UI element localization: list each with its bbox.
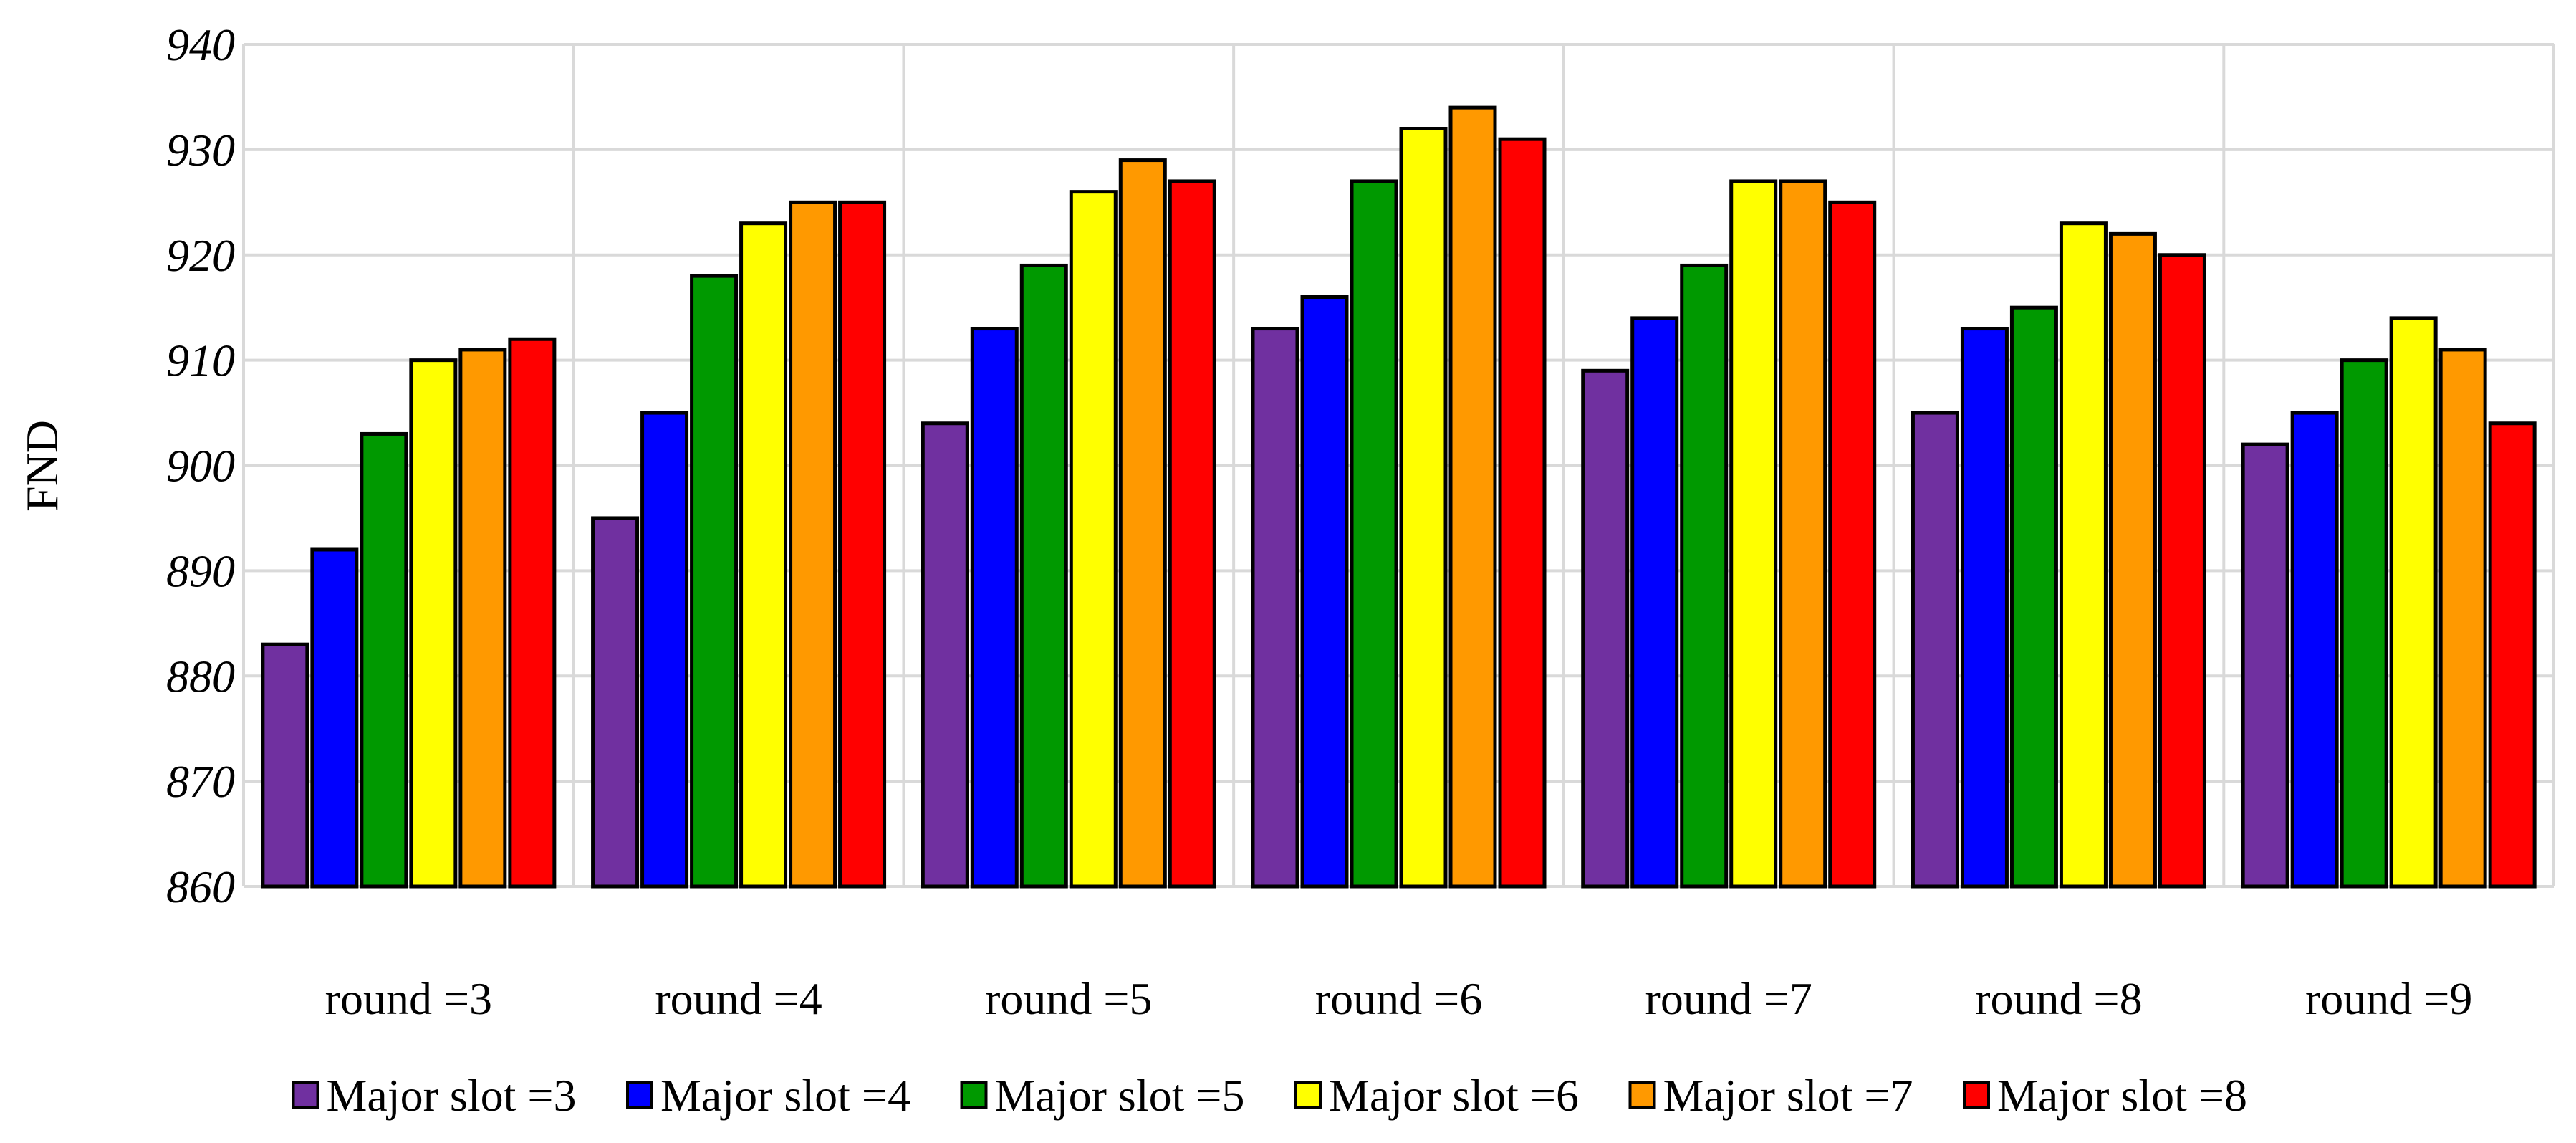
x-category-label: round =9 — [2305, 973, 2472, 1024]
y-tick-label: 930 — [166, 125, 235, 176]
bar-major-slot-3-round-6 — [1251, 327, 1299, 889]
bar-major-slot-8-round-6 — [1498, 137, 1547, 889]
legend: Major slot =3 Major slot =4 Major slot =5 M… — [292, 1070, 2247, 1121]
bar-major-slot-3-round-3 — [261, 642, 309, 889]
bar-major-slot-6-round-9 — [2389, 316, 2438, 889]
bar-major-slot-5-round-7 — [1680, 263, 1729, 889]
bar-major-slot-3-round-8 — [1911, 411, 1959, 889]
bar-major-slot-5-round-6 — [1350, 179, 1398, 889]
grid-layer — [242, 43, 2555, 888]
bar-major-slot-7-round-3 — [458, 348, 507, 889]
y-axis-title: FND — [16, 420, 67, 512]
x-category-label: round =8 — [1975, 973, 2142, 1024]
y-axis-ticks: 860 870 880 890 900 910 920 930 940 — [166, 19, 235, 912]
bar-major-slot-6-round-7 — [1729, 179, 1778, 889]
legend-swatch — [292, 1081, 319, 1109]
y-tick-label: 860 — [166, 861, 235, 912]
legend-swatch — [1294, 1081, 1322, 1109]
bar-major-slot-4-round-8 — [1960, 327, 2009, 889]
bar-major-slot-4-round-6 — [1300, 295, 1349, 889]
y-tick-label: 910 — [166, 335, 235, 386]
legend-label: Major slot =7 — [1663, 1070, 1913, 1121]
bar-major-slot-3-round-4 — [591, 516, 640, 889]
y-tick-label: 890 — [166, 545, 235, 596]
y-tick-label: 920 — [166, 230, 235, 281]
bar-major-slot-8-round-5 — [1168, 179, 1216, 889]
legend-label: Major slot =8 — [1997, 1070, 2247, 1121]
legend-swatch — [1628, 1081, 1656, 1109]
legend-swatch — [1963, 1081, 1990, 1109]
bar-major-slot-5-round-8 — [2009, 305, 2058, 889]
bar-major-slot-5-round-9 — [2340, 358, 2388, 889]
x-category-label: round =6 — [1315, 973, 1482, 1024]
bar-major-slot-7-round-4 — [789, 200, 837, 889]
bar-major-slot-4-round-3 — [310, 547, 359, 889]
bar-major-slot-7-round-7 — [1779, 179, 1827, 889]
bar-major-slot-8-round-8 — [2158, 253, 2206, 889]
bar-major-slot-6-round-4 — [739, 221, 788, 889]
bar-major-slot-6-round-8 — [2059, 221, 2108, 889]
bar-major-slot-3-round-7 — [1581, 368, 1630, 889]
bar-major-slot-8-round-3 — [508, 337, 557, 889]
bar-major-slot-4-round-7 — [1630, 316, 1679, 889]
x-category-label: round =4 — [655, 973, 822, 1024]
bar-major-slot-3-round-9 — [2241, 442, 2289, 889]
bar-major-slot-7-round-6 — [1448, 105, 1497, 889]
bar-major-slot-4-round-5 — [970, 327, 1019, 889]
bar-major-slot-5-round-4 — [690, 274, 739, 889]
legend-label: Major slot =3 — [327, 1070, 577, 1121]
bar-major-slot-4-round-9 — [2290, 411, 2339, 889]
bar-major-slot-7-round-5 — [1118, 158, 1167, 889]
x-category-label: round =5 — [985, 973, 1152, 1024]
legend-swatch — [960, 1081, 988, 1109]
y-tick-label: 940 — [166, 19, 235, 70]
bar-major-slot-6-round-5 — [1069, 190, 1118, 889]
y-tick-label: 870 — [166, 756, 235, 807]
bar-major-slot-6-round-3 — [409, 358, 458, 889]
bar-major-slot-8-round-4 — [838, 200, 887, 889]
legend-label: Major slot =6 — [1329, 1070, 1579, 1121]
x-category-label: round =3 — [325, 973, 492, 1024]
bar-major-slot-8-round-7 — [1828, 200, 1877, 889]
bars-layer — [261, 105, 2537, 889]
y-tick-label: 880 — [166, 651, 235, 702]
bar-major-slot-5-round-5 — [1019, 263, 1068, 889]
x-axis-categories: round =3 round =4 round =5 round =6 round =7… — [325, 973, 2473, 1024]
bar-major-slot-4-round-4 — [640, 411, 689, 889]
y-tick-label: 900 — [166, 441, 235, 492]
legend-swatch — [626, 1081, 653, 1109]
x-category-label: round =7 — [1645, 973, 1812, 1024]
bar-major-slot-8-round-9 — [2488, 421, 2537, 889]
legend-label: Major slot =4 — [660, 1070, 910, 1121]
bar-major-slot-5-round-3 — [360, 431, 408, 889]
bar-major-slot-7-round-8 — [2108, 231, 2157, 889]
bar-major-slot-3-round-5 — [921, 421, 969, 889]
legend-label: Major slot =5 — [995, 1070, 1245, 1121]
bar-major-slot-7-round-9 — [2438, 348, 2487, 889]
bar-major-slot-6-round-6 — [1399, 127, 1448, 889]
